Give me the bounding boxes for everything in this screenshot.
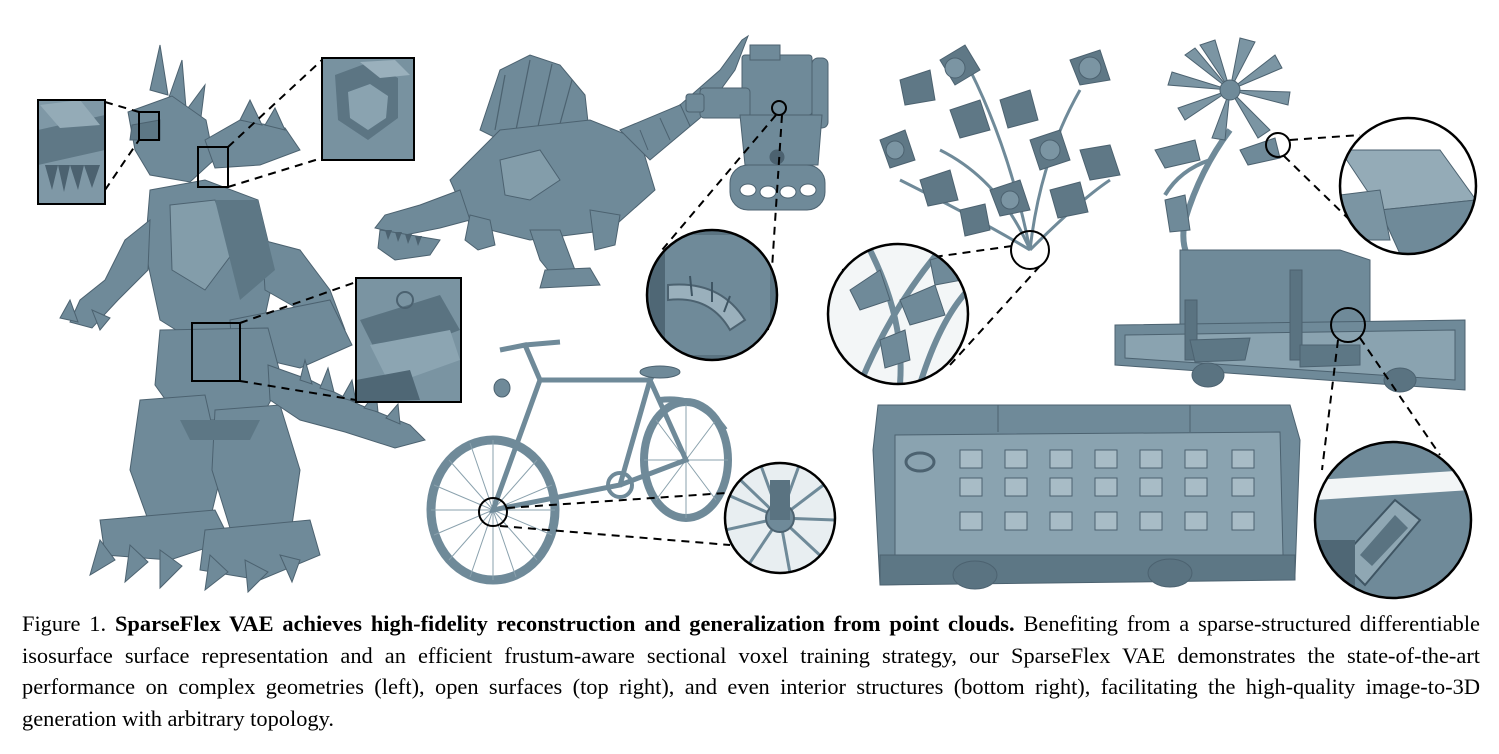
bicycle-model bbox=[426, 339, 732, 585]
zoom-detail-bicycle-hub bbox=[478, 461, 837, 575]
zoom-detail-godzilla-jaw bbox=[37, 99, 160, 205]
tracked-robot-model bbox=[685, 44, 829, 211]
cutaway-bus-model bbox=[872, 404, 1301, 590]
single-flower-model bbox=[1154, 37, 1291, 262]
zoom-detail-van-interior bbox=[1313, 307, 1473, 600]
robot-godzilla-model bbox=[59, 44, 426, 594]
figure-illustration bbox=[37, 34, 1478, 600]
zoom-detail-godzilla-arm bbox=[191, 277, 462, 403]
mechanical-spinosaurus-model bbox=[374, 34, 750, 289]
flower-bush-model bbox=[879, 44, 1121, 252]
zoom-detail-robot-pipe bbox=[645, 100, 787, 362]
caption-body: Benefiting from a sparse-structured diff… bbox=[22, 611, 1480, 731]
zoom-detail-flower-stems bbox=[826, 230, 1050, 386]
figure-label: Figure 1. bbox=[22, 611, 107, 636]
caption-title: SparseFlex VAE achieves high-fidelity re… bbox=[114, 611, 1015, 636]
cutaway-van-model bbox=[1114, 249, 1466, 393]
zoom-detail-godzilla-back bbox=[197, 57, 415, 188]
bicycle-lamp bbox=[493, 378, 511, 398]
zoom-detail-flower-petal bbox=[1265, 116, 1478, 256]
figure-caption: Figure 1. SparseFlex VAE achieves high-f… bbox=[22, 608, 1480, 734]
bicycle-seat bbox=[639, 365, 681, 379]
